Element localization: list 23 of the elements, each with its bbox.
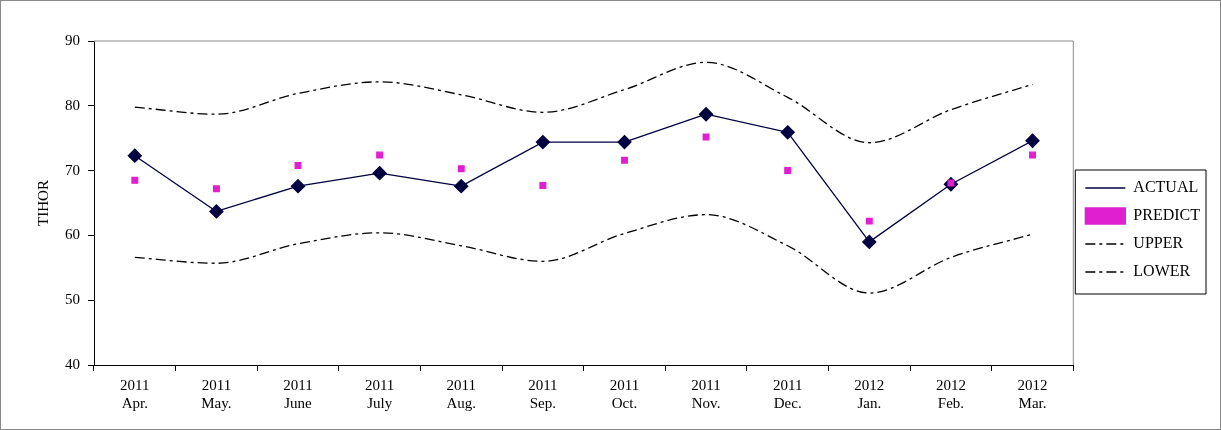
x-tick-label: 2011 Dec.: [772, 376, 803, 411]
y-tick-label: 60: [65, 226, 80, 243]
y-axis-title: TIHOR: [34, 180, 51, 226]
x-tick-label: 2011 Sep.: [528, 376, 558, 411]
y-tick-label: 80: [65, 96, 80, 113]
y-tick-label: 40: [65, 355, 80, 372]
legend-label: PREDICT: [1133, 206, 1201, 224]
legend-label: ACTUAL: [1133, 178, 1199, 196]
x-tick-label: 2012 Feb.: [935, 376, 966, 411]
y-tick-label: 70: [65, 161, 80, 178]
x-tick-label: 2011 May.: [201, 376, 232, 411]
legend-label: UPPER: [1133, 234, 1184, 252]
x-tick-label: 2011 July: [364, 376, 395, 411]
x-tick-label: 2011 Oct.: [609, 376, 640, 411]
x-tick-label: 2011 Nov.: [691, 376, 721, 411]
y-tick-label: 50: [65, 291, 80, 308]
x-tick-label: 2012 Jan.: [854, 376, 885, 411]
legend-label: LOWER: [1133, 262, 1191, 280]
x-tick-label: 2011 June: [283, 376, 313, 411]
x-tick-label: 2012 Mar.: [1017, 376, 1048, 411]
y-tick-label: 90: [65, 31, 80, 48]
x-tick-label: 2011 Aug.: [446, 376, 477, 411]
x-tick-label: 2011 Apr.: [120, 376, 150, 411]
